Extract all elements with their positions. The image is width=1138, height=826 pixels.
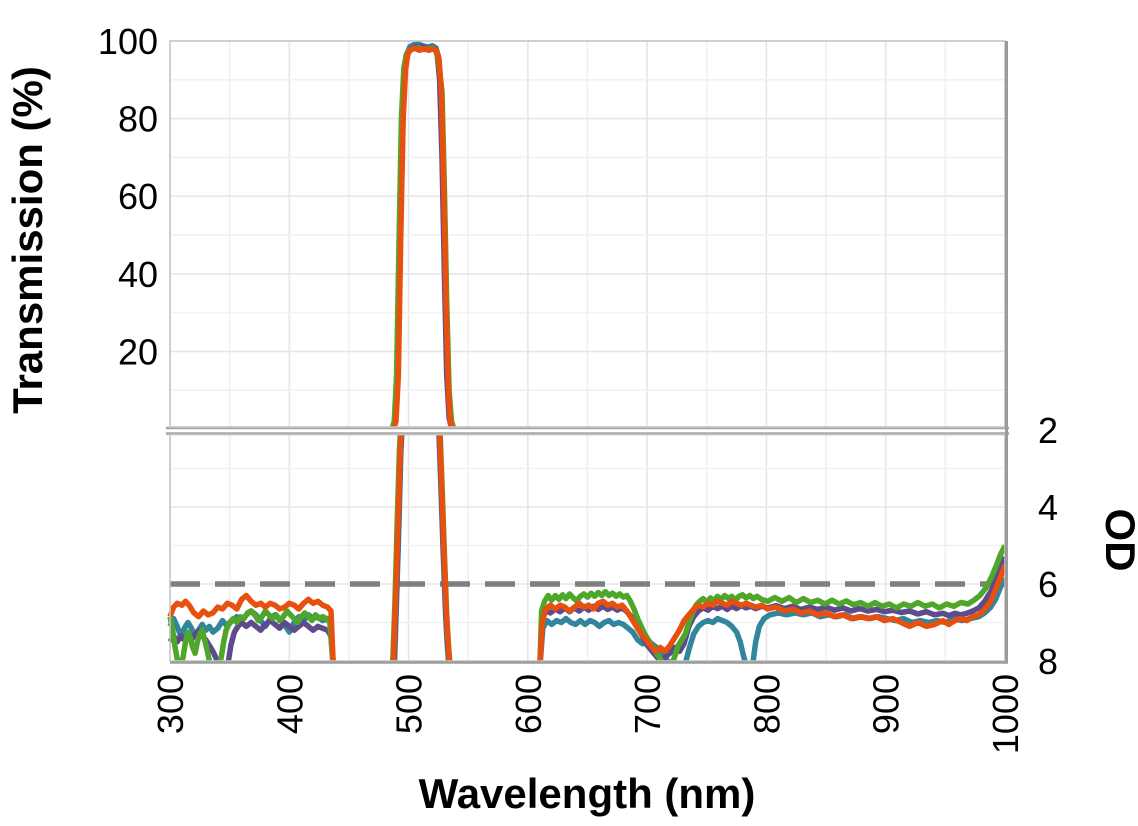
y-tick-label-transmission: 20 <box>118 331 158 372</box>
od-curve-filter-orange <box>436 434 453 663</box>
od-curve-filter-green <box>167 608 336 663</box>
transmission-curve-filter-orange <box>391 45 455 429</box>
y-tick-label-transmission: 60 <box>118 176 158 217</box>
y-tick-label-transmission: 100 <box>98 21 158 62</box>
gridlines <box>170 41 1005 661</box>
broken-axis-divider <box>166 426 1009 435</box>
od-curve-filter-orange <box>537 563 1008 663</box>
od-curve-filter-purple <box>537 555 1008 663</box>
od-curve-filter-purple <box>167 617 336 663</box>
x-tick-label: 300 <box>150 674 191 734</box>
y-axis-title-od: OD <box>1097 509 1138 572</box>
y-tick-label-od: 6 <box>1038 564 1058 605</box>
x-tick-label: 700 <box>627 674 668 734</box>
y-tick-label-transmission: 80 <box>118 99 158 140</box>
x-tick-label: 400 <box>269 674 310 734</box>
y-tick-label-od: 4 <box>1038 487 1058 528</box>
x-axis-title-wavelength: Wavelength (nm) <box>419 770 756 817</box>
od-curve-filter-orange <box>390 434 404 663</box>
x-tick-label: 500 <box>389 674 430 734</box>
y-axis-title-transmission: Transmission (%) <box>4 66 51 414</box>
panel-borders <box>169 40 1008 664</box>
x-tick-label: 600 <box>508 674 549 734</box>
od-curve-filter-teal <box>537 576 1008 663</box>
od-curve-filter-orange <box>167 592 336 663</box>
x-tick-label: 800 <box>746 674 787 734</box>
y-tick-label-od: 8 <box>1038 641 1058 682</box>
series-lines <box>167 41 1008 663</box>
y-tick-label-transmission: 40 <box>118 254 158 295</box>
tick-labels: 20 40 60 80 100 2 4 6 8 300 400 500 600 700 800 900 1000 <box>98 21 1058 754</box>
x-tick-label: 900 <box>866 674 907 734</box>
y-tick-label-od: 2 <box>1038 410 1058 451</box>
x-tick-label: 1000 <box>985 674 1026 754</box>
